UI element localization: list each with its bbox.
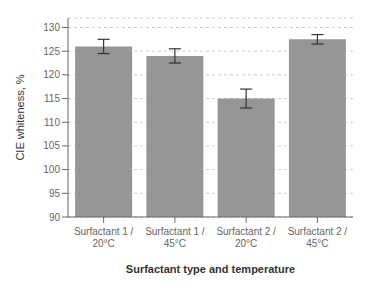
svg-text:105: 105 bbox=[43, 140, 60, 151]
svg-text:Surfactant 1 /45°C: Surfactant 1 /45°C bbox=[145, 226, 205, 249]
svg-text:Surfactant 2 /20°C: Surfactant 2 /20°C bbox=[216, 226, 276, 249]
svg-text:Surfactant 2 /45°C: Surfactant 2 /45°C bbox=[288, 226, 348, 249]
svg-text:Surfactant type and temperatur: Surfactant type and temperature bbox=[126, 263, 295, 275]
svg-text:Surfactant 1 /20°C: Surfactant 1 /20°C bbox=[74, 226, 134, 249]
svg-text:90: 90 bbox=[49, 212, 61, 223]
svg-text:110: 110 bbox=[44, 117, 60, 128]
svg-text:125: 125 bbox=[43, 46, 60, 57]
svg-text:100: 100 bbox=[43, 164, 60, 175]
svg-text:115: 115 bbox=[44, 93, 60, 104]
svg-text:130: 130 bbox=[43, 22, 60, 33]
svg-text:95: 95 bbox=[49, 188, 61, 199]
svg-text:120: 120 bbox=[43, 69, 60, 80]
svg-text:CIE whiteness, %: CIE whiteness, % bbox=[14, 74, 26, 160]
